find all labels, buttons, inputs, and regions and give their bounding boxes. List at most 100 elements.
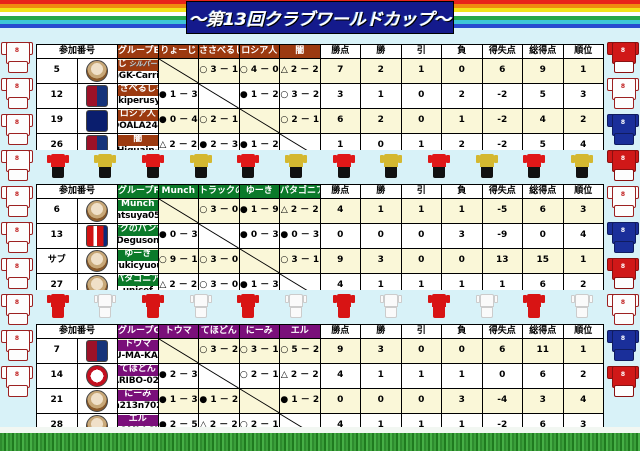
jersey-icon: 8 <box>607 254 639 289</box>
stat-cell-0: 4 <box>319 363 361 389</box>
team-name: トウマ <box>118 339 158 351</box>
match-result: ● 1 － 3 <box>157 388 199 414</box>
team-name: りょーじシルバークラウン <box>118 59 158 71</box>
team-name: ゆーき <box>118 249 158 261</box>
header-loss: 負 <box>441 44 483 59</box>
jersey-icon: 8 <box>1 110 33 145</box>
club-crest-cell <box>76 363 118 389</box>
stat-cell-4: -9 <box>481 223 523 249</box>
match-result: ○ 2 － 1 <box>198 108 240 134</box>
stat-cell-0: 9 <box>319 338 361 364</box>
jersey-icon: 8 <box>1 146 33 181</box>
club-crest-icon <box>86 85 109 107</box>
mini-jersey-icon <box>523 294 546 320</box>
stat-cell-0: 0 <box>319 223 361 249</box>
table-row[interactable]: 6Munchkatsuya053○ 3 － 0● 1 － 9△ 2 － 2411… <box>36 198 604 224</box>
table-row[interactable]: 19ロシア人DOALA244● 0 － 4○ 2 － 1○ 2 － 16201-… <box>36 108 604 134</box>
pitch-line <box>0 427 640 433</box>
header-number: 参加番号 <box>36 324 118 339</box>
team-cell: りょーじシルバークラウンSGGK-Carrizo <box>117 58 159 84</box>
team-cell: ささべるしゃkikiperusya <box>117 83 159 109</box>
table-header-row: 参加番号グループFMunchトラックのゆーきパタゴニア勝点勝引負得失点総得点順位 <box>36 184 604 199</box>
club-crest-cell <box>76 83 118 109</box>
header-opponent-0: トウマ <box>157 324 199 339</box>
stat-cell-4: 0 <box>481 363 523 389</box>
mini-jersey-icon <box>285 154 308 180</box>
header-opponent-3: パタゴニア <box>279 184 321 199</box>
jersey-icon: 8 <box>607 38 639 73</box>
club-crest-cell <box>76 248 118 274</box>
mini-jersey-icon <box>46 294 69 320</box>
player-name: katsuya053 <box>118 210 158 223</box>
table-row[interactable]: 21にーみn213n702● 1 － 3● 1 － 2● 1 － 20003-4… <box>36 388 604 414</box>
entry-number: 19 <box>36 108 78 134</box>
club-crest-icon <box>86 200 109 222</box>
jersey-icon: 8 <box>607 74 639 109</box>
player-name: DOALA244 <box>118 120 158 133</box>
header-win: 勝 <box>360 184 402 199</box>
entry-number: 12 <box>36 83 78 109</box>
team-name: にーみ <box>118 389 158 401</box>
entry-number: 7 <box>36 338 78 364</box>
club-crest-icon <box>86 340 109 362</box>
entry-number: 21 <box>36 388 78 414</box>
mini-jersey-icon <box>285 294 308 320</box>
header-rank: 順位 <box>562 44 604 59</box>
header-number: 参加番号 <box>36 184 118 199</box>
mini-jersey-icon <box>428 294 451 320</box>
entry-number: 6 <box>36 198 78 224</box>
header-draw: 引 <box>400 44 442 59</box>
table-row[interactable]: 12ささべるしゃkikiperusya● 1 － 3● 1 － 2○ 3 － 2… <box>36 83 604 109</box>
self-cell <box>198 223 240 249</box>
group-table-1: 参加番号グループFMunchトラックのゆーきパタゴニア勝点勝引負得失点総得点順位… <box>36 184 604 299</box>
table-row[interactable]: 13トラックのパンティーDeguson● 0 － 3● 0 － 3● 0 － 3… <box>36 223 604 249</box>
match-result: ○ 3 － 1 <box>279 248 321 274</box>
mini-jersey-icon <box>428 154 451 180</box>
mini-jersey-icon <box>380 294 403 320</box>
stat-cell-6: 1 <box>562 58 604 84</box>
mini-jersey-icon <box>571 154 594 180</box>
match-result: △ 2 － 2 <box>279 198 321 224</box>
player-name: Deguson <box>117 235 158 248</box>
header-total-goals: 総得点 <box>522 184 564 199</box>
page-title: ～第13回クラブワールドカップ～ <box>186 1 454 34</box>
mini-jersey-icon <box>46 154 69 180</box>
jersey-icon: 8 <box>1 218 33 253</box>
table-header-row: 参加番号グループEりょーじささべるしゃロシア人闇勝点勝引負得失点総得点順位 <box>36 44 604 59</box>
header-group-name: グループE <box>117 44 159 59</box>
table-row[interactable]: 5 りょーじシルバークラウンSGGK-Carrizo ○ 3 － 1○ 4 － 0△… <box>36 58 604 84</box>
header-loss: 負 <box>441 184 483 199</box>
header-opponent-3: エル <box>279 324 321 339</box>
mini-jersey-icon <box>523 154 546 180</box>
stat-cell-6: 3 <box>562 198 604 224</box>
player-name: TOU-MA-KAZU- <box>118 350 158 363</box>
stat-cell-5: 15 <box>522 248 564 274</box>
separator-red-white <box>34 290 606 324</box>
silver-crown-badge: シルバークラウン <box>128 60 157 69</box>
header-opponent-0: Munch <box>157 184 199 199</box>
stat-cell-5: 5 <box>522 83 564 109</box>
club-crest-cell <box>76 388 118 414</box>
table-row[interactable]: 7トウマTOU-MA-KAZU-○ 3 － 2○ 3 － 1○ 5 － 2930… <box>36 338 604 364</box>
header-points: 勝点 <box>319 184 361 199</box>
mini-jersey-icon <box>475 294 498 320</box>
stat-cell-1: 1 <box>360 198 402 224</box>
match-result: ○ 5 － 2 <box>279 338 321 364</box>
club-crest-icon <box>86 110 109 132</box>
self-cell <box>157 198 199 224</box>
table-row[interactable]: サブゆーきyukicyuou○ 9 － 1○ 3 － 0○ 3 － 193001… <box>36 248 604 274</box>
team-name: てほどん <box>118 364 158 376</box>
header-opponent-1: てほどん <box>198 324 240 339</box>
entry-number: サブ <box>36 248 78 274</box>
mini-jersey-icon <box>189 154 212 180</box>
jersey-icon: 8 <box>1 74 33 109</box>
mini-jersey-icon <box>332 154 355 180</box>
header-group-name: グループG <box>117 324 159 339</box>
stat-cell-4: 6 <box>481 58 523 84</box>
jersey-icon: 8 <box>607 326 639 361</box>
stat-cell-3: 1 <box>441 363 483 389</box>
match-result: ○ 2 － 1 <box>238 363 280 389</box>
stat-cell-0: 7 <box>319 58 361 84</box>
entry-number: 5 <box>36 58 78 84</box>
table-row[interactable]: 14てほどんHARIBO-0204● 2 － 3○ 2 － 1△ 2 － 241… <box>36 363 604 389</box>
